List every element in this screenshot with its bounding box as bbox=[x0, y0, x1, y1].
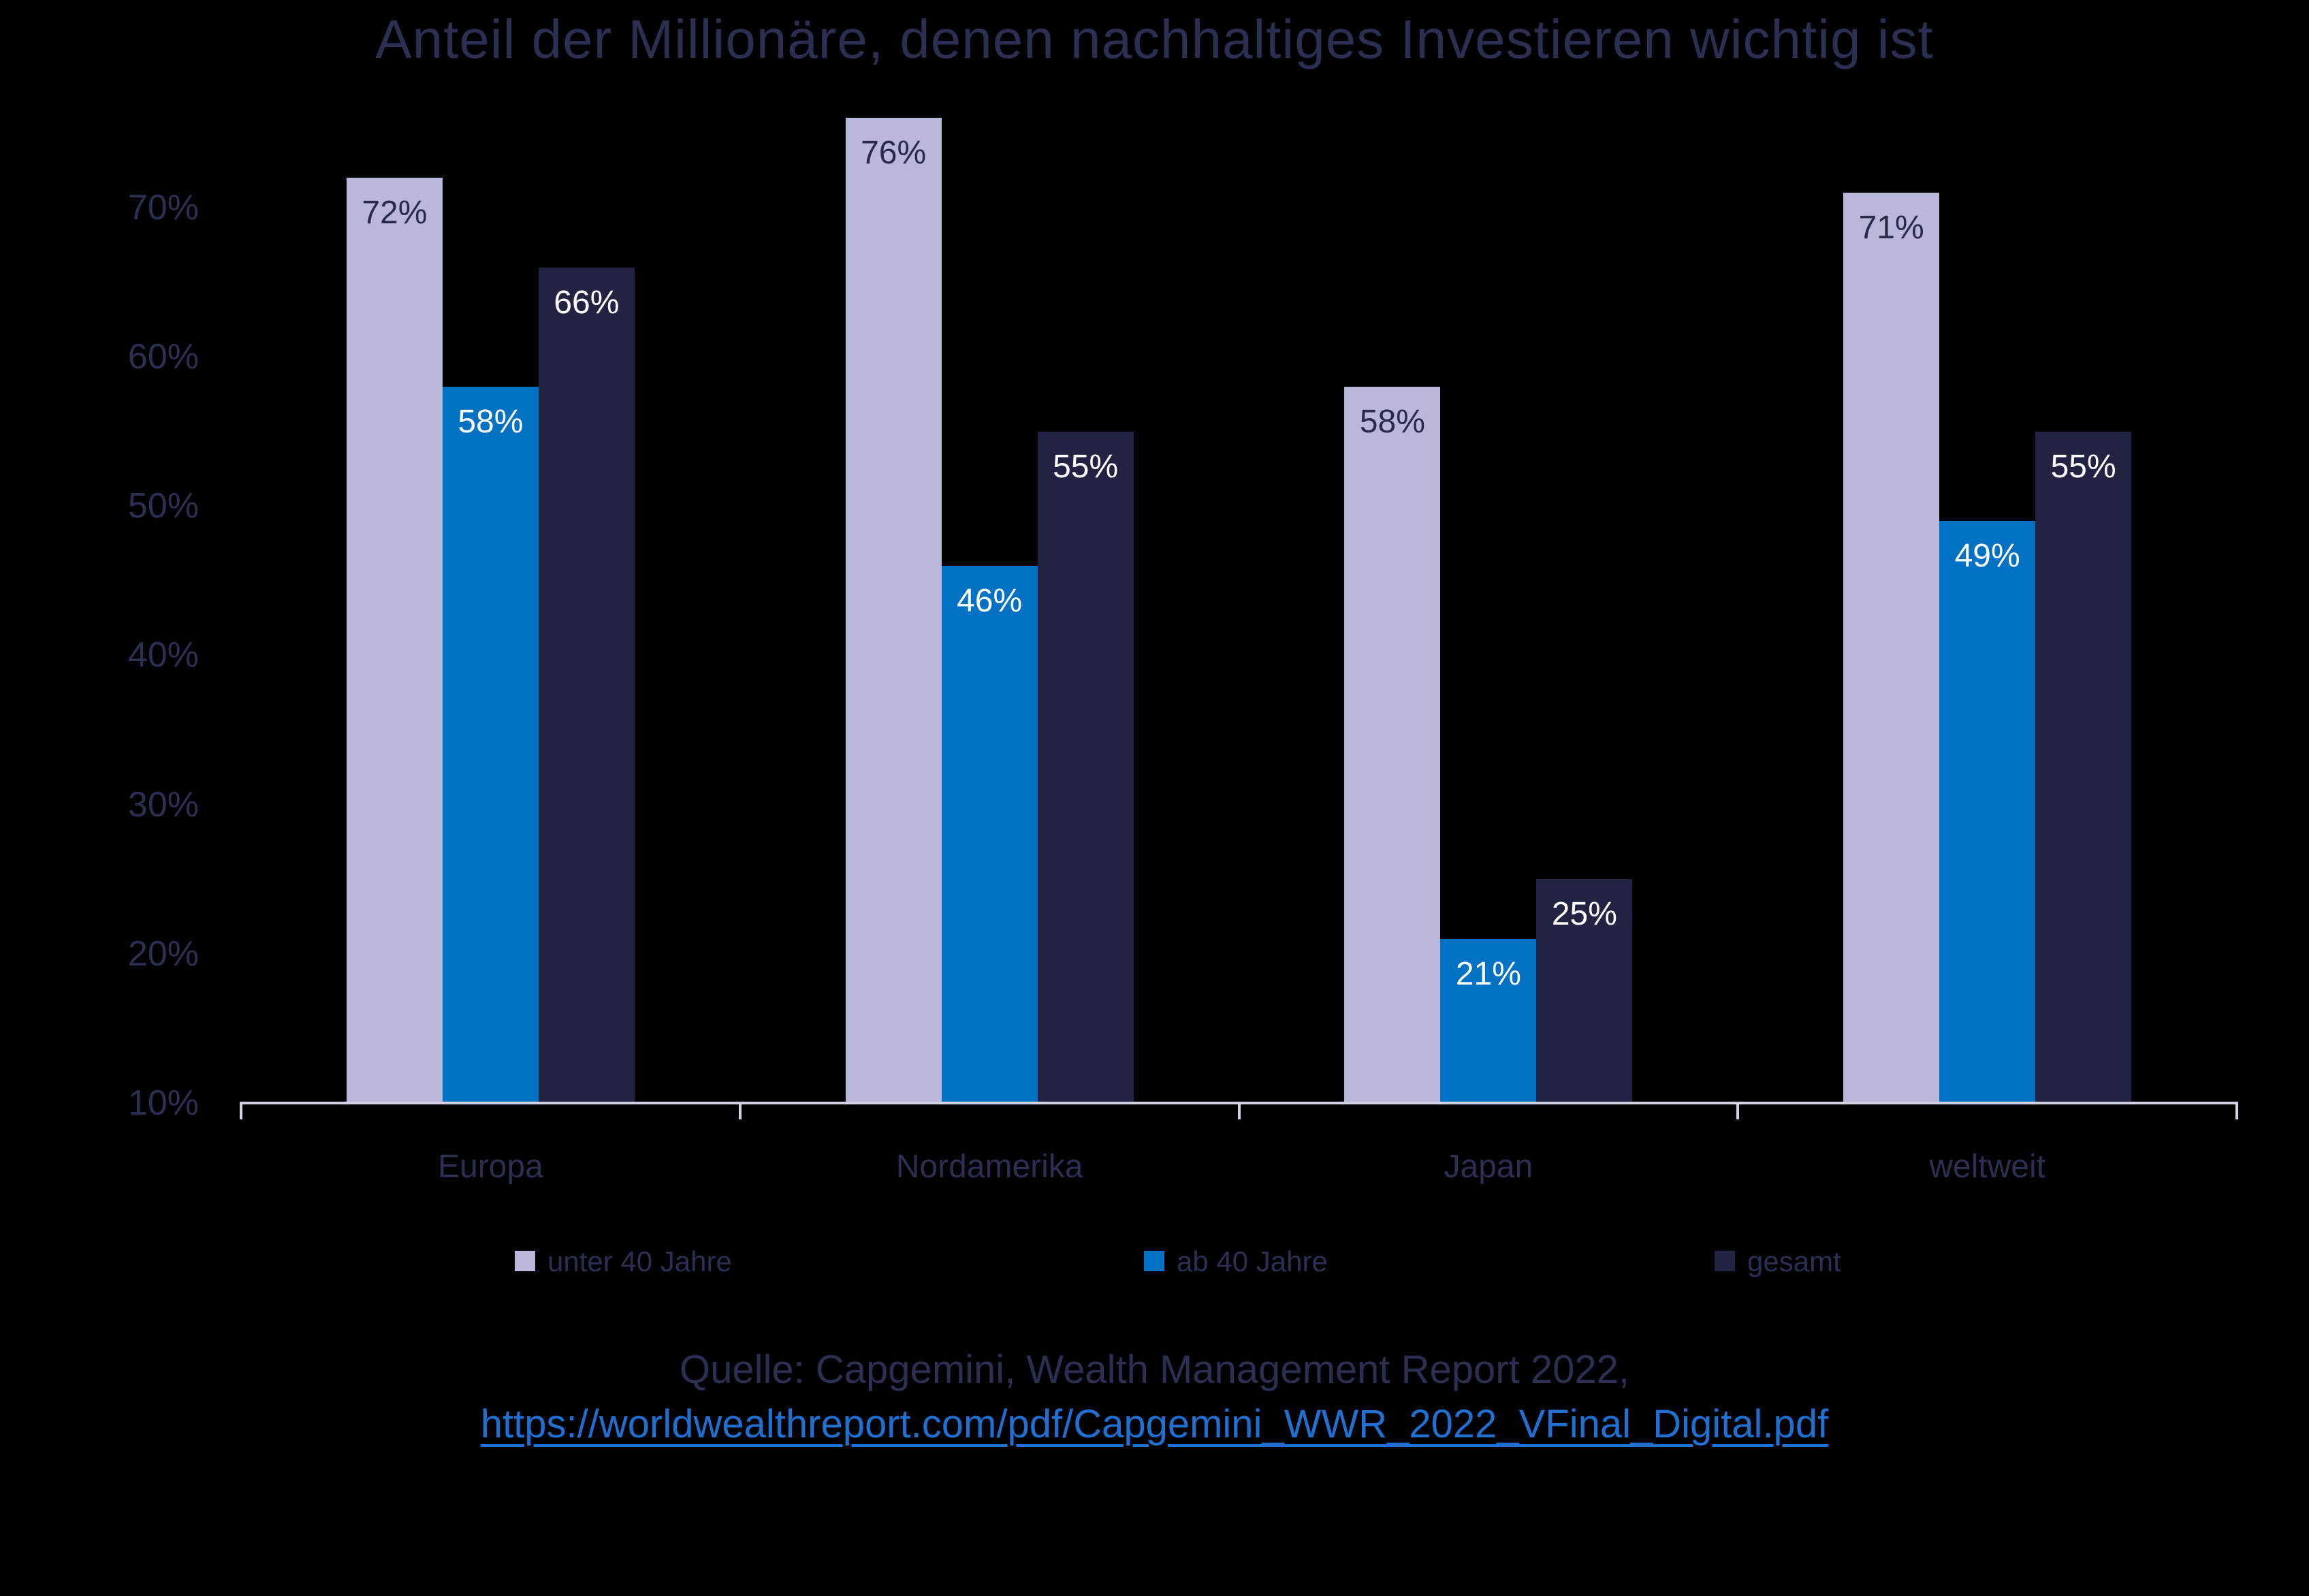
bar-value-label: 46% bbox=[957, 582, 1023, 619]
legend-label: ab 40 Jahre bbox=[1177, 1245, 1328, 1277]
legend-swatch-icon bbox=[515, 1251, 535, 1271]
bar-value-label: 49% bbox=[1954, 538, 2020, 575]
bar-nordamerika-unter-40-jahre bbox=[845, 118, 942, 1102]
x-axis-tick-mark bbox=[738, 1102, 742, 1119]
bar-value-label: 58% bbox=[458, 403, 524, 440]
category-label-weltweit: weltweit bbox=[1929, 1149, 2045, 1185]
x-axis-tick-mark bbox=[2235, 1102, 2238, 1119]
bar-value-label: 55% bbox=[2050, 448, 2116, 485]
chart-title: Anteil der Millionäre, denen nachhaltige… bbox=[375, 9, 1934, 69]
bar-japan-ab-40-jahre bbox=[1440, 938, 1537, 1102]
bar-value-label: 71% bbox=[1858, 210, 1924, 246]
source-text: Quelle: Capgemini, Wealth Management Rep… bbox=[680, 1347, 1629, 1392]
y-axis-tick-label-50: 50% bbox=[127, 486, 199, 526]
y-axis-tick-label-20: 20% bbox=[127, 933, 199, 974]
bar-value-label: 25% bbox=[1551, 896, 1617, 933]
bar-nordamerika-gesamt bbox=[1037, 431, 1134, 1102]
bar-weltweit-gesamt bbox=[2035, 431, 2132, 1102]
x-axis-tick-mark bbox=[1237, 1102, 1241, 1119]
y-axis-tick-label-10: 10% bbox=[127, 1083, 199, 1123]
bar-europa-ab-40-jahre bbox=[442, 386, 539, 1102]
legend-label: unter 40 Jahre bbox=[547, 1245, 732, 1277]
bar-value-label: 66% bbox=[554, 284, 620, 321]
bar-value-label: 21% bbox=[1455, 955, 1521, 992]
x-axis-tick-mark bbox=[240, 1102, 242, 1119]
legend-swatch-icon bbox=[1715, 1251, 1735, 1271]
bar-japan-unter-40-jahre bbox=[1344, 386, 1441, 1102]
x-axis-tick-mark bbox=[1736, 1102, 1740, 1119]
bar-nordamerika-ab-40-jahre bbox=[941, 565, 1038, 1102]
legend-swatch-icon bbox=[1144, 1251, 1164, 1271]
bar-europa-gesamt bbox=[538, 267, 635, 1102]
bar-value-label: 72% bbox=[362, 195, 428, 232]
source-link[interactable]: https://worldwealthreport.com/pdf/Capgem… bbox=[480, 1402, 1829, 1446]
bar-value-label: 58% bbox=[1359, 403, 1425, 440]
source-link-row: https://worldwealthreport.com/pdf/Capgem… bbox=[0, 1401, 2309, 1447]
category-label-japan: Japan bbox=[1444, 1149, 1533, 1185]
bar-europa-unter-40-jahre bbox=[346, 178, 443, 1102]
y-axis-tick-label-30: 30% bbox=[127, 784, 199, 825]
y-axis-tick-label-40: 40% bbox=[127, 635, 199, 675]
legend-label: gesamt bbox=[1747, 1245, 1841, 1277]
bar-value-label: 76% bbox=[861, 135, 927, 172]
bar-weltweit-unter-40-jahre bbox=[1843, 193, 1940, 1102]
bar-value-label: 55% bbox=[1053, 448, 1119, 485]
y-axis-tick-label-70: 70% bbox=[127, 187, 199, 227]
y-axis-tick-label-60: 60% bbox=[127, 337, 199, 377]
bar-japan-gesamt bbox=[1536, 879, 1633, 1102]
bar-weltweit-ab-40-jahre bbox=[1939, 521, 2036, 1102]
category-label-europa: Europa bbox=[437, 1149, 543, 1185]
category-label-nordamerika: Nordamerika bbox=[895, 1149, 1083, 1185]
